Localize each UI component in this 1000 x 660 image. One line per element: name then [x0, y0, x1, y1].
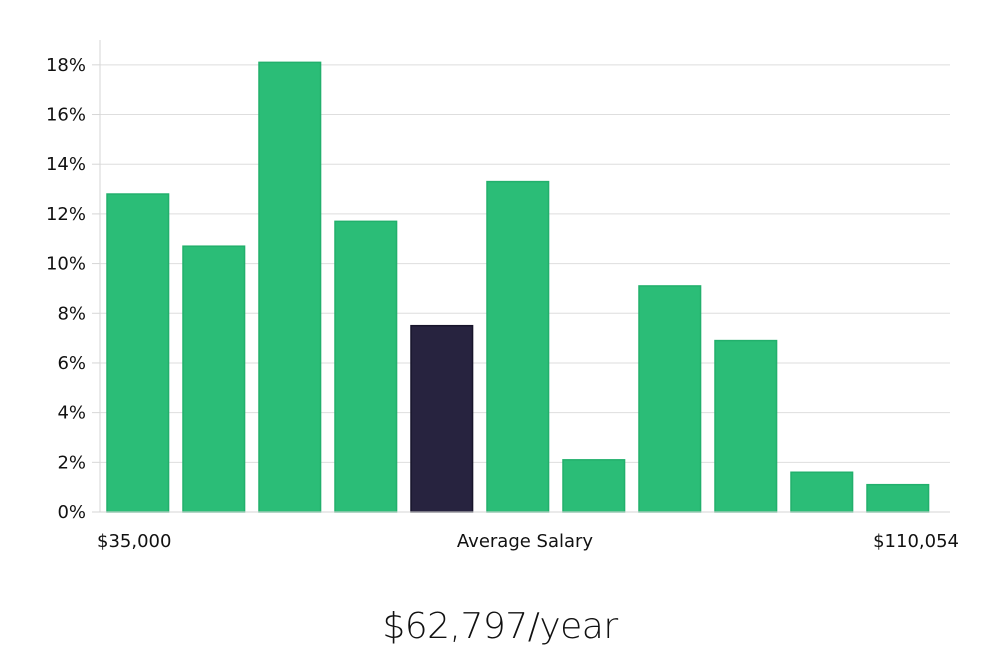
y-tick-label: 6% [57, 353, 86, 374]
y-tick-label: 12% [46, 204, 86, 225]
chart-svg: 0% 2% 4% 6% 8% 10% 12% 14% 16% 18% $35,000 Averag… [46, 40, 959, 552]
histogram-bar [790, 471, 854, 513]
y-tick-label: 14% [46, 154, 86, 175]
histogram-bar [258, 61, 322, 513]
y-tick-label: 18% [46, 55, 86, 76]
histogram-bar [714, 339, 778, 513]
y-tick-label: 2% [57, 452, 86, 473]
average-salary-headline: $62,797/year [382, 606, 618, 647]
x-label-max: $110,054 [873, 531, 959, 552]
axes [92, 40, 950, 513]
x-label-center: Average Salary [457, 531, 594, 552]
histogram-bar [866, 483, 930, 513]
histogram-bar [334, 220, 398, 513]
y-tick-label: 16% [46, 105, 86, 126]
histogram-bar-average [410, 324, 474, 513]
x-label-min: $35,000 [97, 531, 171, 552]
histogram-bar [182, 245, 246, 513]
y-tick-label: 10% [46, 254, 86, 275]
salary-histogram: 0% 2% 4% 6% 8% 10% 12% 14% 16% 18% $35,000 Averag… [46, 40, 959, 552]
histogram-bar [562, 459, 626, 513]
y-tick-label: 0% [57, 502, 86, 523]
bars [106, 61, 930, 513]
histogram-bar [486, 180, 550, 513]
y-tick-labels: 0% 2% 4% 6% 8% 10% 12% 14% 16% 18% [46, 55, 86, 523]
y-tick-label: 8% [57, 303, 86, 324]
histogram-bar [638, 285, 702, 513]
y-tick-label: 4% [57, 403, 86, 424]
histogram-bar [106, 193, 170, 513]
